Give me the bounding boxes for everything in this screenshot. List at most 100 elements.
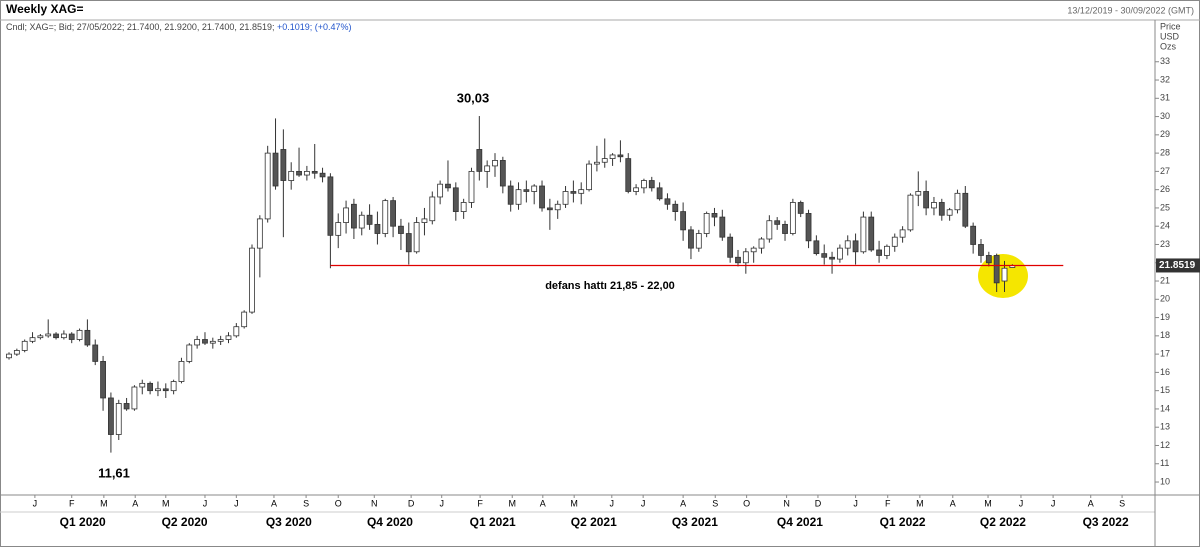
candle-body (60, 333, 67, 339)
candle-body (586, 163, 592, 191)
quarter-label: Q3 2020 (266, 515, 312, 529)
candle-body (264, 152, 271, 220)
legend-change: +0.1019; (+0.47%) (277, 22, 352, 32)
x-tick-label: M (570, 498, 578, 508)
annotation: 30,03 (457, 90, 490, 105)
y-axis-label: Price (1160, 21, 1181, 31)
x-tick-label: A (540, 498, 546, 508)
candle-body (147, 382, 154, 392)
x-tick-label: J (853, 498, 858, 508)
x-tick-label: O (335, 498, 342, 508)
candle-body (272, 152, 279, 187)
candle-body (970, 225, 977, 245)
quarter-label: Q2 2020 (162, 515, 208, 529)
plot-area: 1011121314151617181920212223242526272829… (6, 56, 1170, 529)
candle-body (868, 216, 875, 251)
candle-body (374, 223, 381, 234)
y-axis-label: Ozs (1160, 41, 1177, 51)
x-tick-label: A (132, 498, 138, 508)
candle-body (186, 344, 193, 362)
candle-body (108, 397, 114, 435)
candle-body (178, 361, 185, 382)
x-tick-label: F (69, 498, 75, 508)
candle-body (774, 220, 781, 225)
x-tick-label: F (477, 498, 483, 508)
x-tick-label: J (641, 498, 646, 508)
x-tick-label: J (439, 498, 444, 508)
y-tick-label: 14 (1160, 403, 1170, 413)
candle-body (515, 189, 522, 205)
candle-body (594, 161, 600, 165)
candle-body (539, 185, 545, 209)
candle-body (664, 198, 671, 205)
candle-body (202, 339, 208, 344)
candle-body (358, 214, 365, 229)
quarter-label: Q4 2020 (367, 515, 413, 529)
candle-body (641, 180, 647, 189)
candle-body (209, 340, 216, 344)
candle-body (53, 333, 59, 339)
quarter-label: Q1 2020 (60, 515, 106, 529)
y-tick-label: 13 (1160, 422, 1170, 432)
y-tick-label: 23 (1160, 239, 1170, 249)
candle-body (703, 213, 710, 234)
x-tick-label: J (33, 498, 38, 508)
date-range: 13/12/2019 - 30/09/2022 (GMT) (1067, 5, 1194, 15)
candle-body (382, 200, 389, 234)
candle-body (366, 214, 373, 225)
candle-body (123, 403, 130, 410)
y-tick-label: 20 (1160, 294, 1170, 304)
candle-body (460, 202, 467, 212)
candle-body (836, 247, 843, 260)
candle-body (37, 335, 44, 339)
y-tick-label: 29 (1160, 129, 1170, 139)
quarter-label: Q1 2022 (880, 515, 926, 529)
x-tick-label: D (408, 498, 415, 508)
candle-body (311, 170, 318, 174)
candle-body (570, 191, 577, 194)
x-tick-label: M (100, 498, 108, 508)
candle-body (21, 340, 28, 351)
candle-body (131, 386, 138, 410)
last-price-label: 21.8519 (1159, 260, 1196, 271)
candle-body (507, 185, 514, 205)
candle-body (523, 189, 530, 192)
candle-body (139, 382, 146, 388)
candle-body (45, 333, 52, 337)
candle-body (719, 216, 726, 238)
x-tick-label: D (815, 498, 822, 508)
candle-body (225, 335, 232, 340)
candle-body (735, 256, 741, 264)
candle-body (954, 192, 961, 211)
quarter-label: Q2 2022 (980, 515, 1026, 529)
x-tick-label: M (984, 498, 992, 508)
candle-body (468, 170, 475, 203)
legend-text: Cndl; XAG=; Bid; 27/05/2022; 21.7400, 21… (6, 22, 352, 32)
y-axis-label: USD (1160, 31, 1180, 41)
candle-body (625, 158, 632, 192)
candle-body (876, 249, 882, 256)
candle-body (813, 240, 820, 255)
candle-body (554, 203, 561, 211)
x-tick-label: N (371, 498, 378, 508)
candle-body (280, 149, 287, 181)
y-tick-label: 27 (1160, 166, 1170, 176)
candle-body (578, 189, 585, 194)
y-tick-label: 10 (1160, 476, 1170, 486)
candle-body (695, 233, 702, 249)
candle-body (899, 229, 906, 238)
last-price-box (1156, 258, 1200, 273)
candle-body (288, 170, 295, 181)
candle-body (335, 222, 342, 236)
candle-body (546, 207, 553, 211)
x-tick-label: S (1119, 498, 1125, 508)
x-tick-label: A (271, 498, 277, 508)
quarter-label: Q2 2021 (571, 515, 617, 529)
y-tick-label: 32 (1160, 74, 1170, 84)
x-tick-label: M (916, 498, 924, 508)
candle-body (29, 337, 36, 342)
candle-body (241, 311, 248, 328)
y-tick-label: 11 (1160, 458, 1169, 468)
x-tick-label: S (712, 498, 718, 508)
y-tick-label: 28 (1160, 147, 1170, 157)
